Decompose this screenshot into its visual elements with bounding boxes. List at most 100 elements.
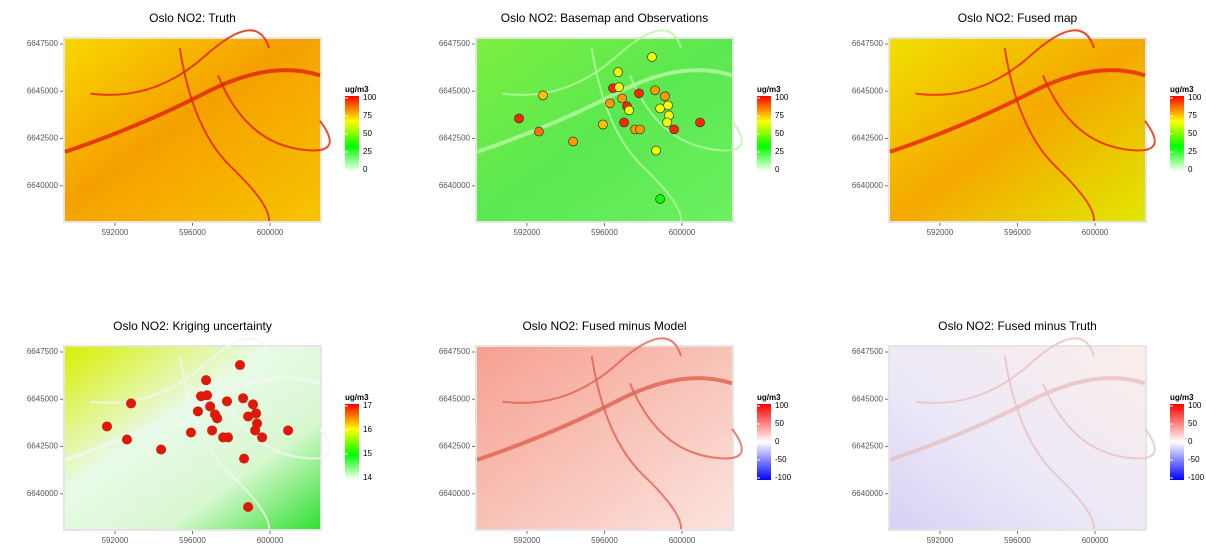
station-point xyxy=(223,432,233,442)
legend-label: -100 xyxy=(775,473,792,482)
y-tick-label: 6645000 xyxy=(27,86,59,95)
legend-label: 0 xyxy=(775,165,780,174)
y-tick-label: 6645000 xyxy=(439,394,471,403)
y-tick-label: 6647500 xyxy=(27,347,59,356)
panel-title: Oslo NO2: Kriging uncertainty xyxy=(113,319,272,333)
x-tick-label: 600000 xyxy=(257,536,284,545)
legend-label: 50 xyxy=(1188,419,1197,428)
x-tick-label: 600000 xyxy=(669,228,696,237)
station-point xyxy=(652,146,661,155)
panel-title: Oslo NO2: Fused minus Truth xyxy=(938,319,1097,333)
station-point xyxy=(239,454,249,464)
station-point xyxy=(635,125,644,134)
y-tick-label: 6645000 xyxy=(439,86,471,95)
x-tick-label: 592000 xyxy=(927,536,954,545)
y-tick-label: 6642500 xyxy=(27,442,59,451)
y-tick-label: 6642500 xyxy=(852,134,884,143)
station-point xyxy=(620,118,629,127)
legend-label: 100 xyxy=(775,93,789,102)
station-point xyxy=(635,89,644,98)
station-point xyxy=(569,137,578,146)
station-point xyxy=(515,114,524,123)
legend-label: -100 xyxy=(1188,473,1205,482)
legend-label: 0 xyxy=(1188,165,1193,174)
x-tick-label: 592000 xyxy=(514,536,541,545)
station-point xyxy=(102,421,112,431)
x-tick-label: 600000 xyxy=(1082,228,1109,237)
legend-label: -50 xyxy=(1188,455,1200,464)
legend-label: 75 xyxy=(775,111,784,120)
station-point xyxy=(651,86,660,95)
legend-label: 100 xyxy=(775,401,789,410)
y-tick-label: 6645000 xyxy=(852,394,884,403)
y-tick-label: 6640000 xyxy=(852,181,884,190)
x-tick-label: 596000 xyxy=(179,228,206,237)
station-point xyxy=(670,125,679,134)
station-point xyxy=(625,106,634,115)
y-tick-label: 6642500 xyxy=(439,134,471,143)
legend-label: 25 xyxy=(775,147,784,156)
y-tick-label: 6640000 xyxy=(27,489,59,498)
station-point xyxy=(618,94,627,103)
y-tick-label: 6647500 xyxy=(27,39,59,48)
legend-label: 0 xyxy=(363,165,368,174)
station-point xyxy=(235,360,245,370)
y-tick-label: 6642500 xyxy=(439,442,471,451)
x-tick-label: 600000 xyxy=(669,536,696,545)
x-tick-label: 596000 xyxy=(591,536,618,545)
y-tick-label: 6645000 xyxy=(852,86,884,95)
legend-label: 75 xyxy=(1188,111,1197,120)
x-tick-label: 596000 xyxy=(1004,536,1031,545)
legend-label: 100 xyxy=(1188,401,1202,410)
legend-label: -50 xyxy=(775,455,787,464)
station-point xyxy=(126,398,136,408)
y-tick-label: 6647500 xyxy=(852,39,884,48)
station-point xyxy=(663,118,672,127)
legend-label: 17 xyxy=(363,401,372,410)
y-tick-label: 6642500 xyxy=(852,442,884,451)
station-point xyxy=(598,120,607,129)
legend-label: 0 xyxy=(775,437,780,446)
x-tick-label: 592000 xyxy=(514,228,541,237)
legend-label: 100 xyxy=(363,93,377,102)
station-point xyxy=(207,425,217,435)
x-tick-label: 596000 xyxy=(179,536,206,545)
legend-label: 100 xyxy=(1188,93,1202,102)
station-point xyxy=(283,425,293,435)
x-tick-label: 592000 xyxy=(102,536,129,545)
station-point xyxy=(696,118,705,127)
station-point xyxy=(202,390,212,400)
station-point xyxy=(243,502,253,512)
station-point xyxy=(257,432,267,442)
station-point xyxy=(186,428,196,438)
y-tick-label: 6647500 xyxy=(439,39,471,48)
y-tick-label: 6642500 xyxy=(27,134,59,143)
y-tick-label: 6640000 xyxy=(852,489,884,498)
x-tick-label: 592000 xyxy=(927,228,954,237)
panel-title: Oslo NO2: Fused minus Model xyxy=(522,319,686,333)
legend-colorbar xyxy=(345,404,359,480)
legend-label: 50 xyxy=(1188,129,1197,138)
legend-label: 50 xyxy=(775,419,784,428)
station-point xyxy=(122,435,132,445)
y-tick-label: 6640000 xyxy=(439,489,471,498)
x-tick-label: 600000 xyxy=(257,228,284,237)
legend-label: 50 xyxy=(363,129,372,138)
legend-label: 0 xyxy=(1188,437,1193,446)
station-point xyxy=(534,127,543,136)
x-tick-label: 596000 xyxy=(1004,228,1031,237)
y-tick-label: 6640000 xyxy=(27,181,59,190)
station-point xyxy=(222,396,232,406)
station-point xyxy=(238,393,248,403)
panel-title: Oslo NO2: Truth xyxy=(149,11,236,25)
station-point xyxy=(212,413,222,423)
station-point xyxy=(656,194,665,203)
x-tick-label: 596000 xyxy=(591,228,618,237)
legend-label: 75 xyxy=(363,111,372,120)
station-point xyxy=(660,92,669,101)
station-point xyxy=(539,91,548,100)
x-tick-label: 600000 xyxy=(1082,536,1109,545)
y-tick-label: 6640000 xyxy=(439,181,471,190)
y-tick-label: 6645000 xyxy=(27,394,59,403)
legend-label: 25 xyxy=(1188,147,1197,156)
